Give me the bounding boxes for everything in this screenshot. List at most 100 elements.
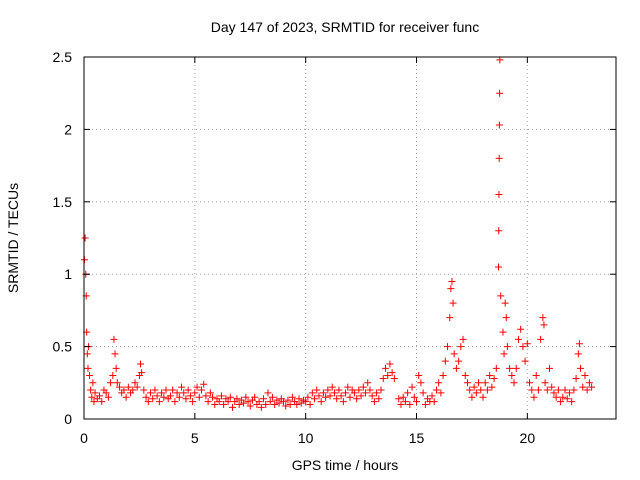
data-point — [155, 398, 163, 406]
data-point — [381, 364, 389, 372]
data-point — [138, 369, 146, 377]
data-point — [83, 350, 91, 358]
data-point — [191, 389, 199, 397]
data-point — [326, 392, 334, 400]
data-point — [432, 386, 440, 394]
y-tick-label: 1.5 — [53, 194, 73, 210]
data-point — [235, 401, 243, 409]
data-point — [572, 374, 580, 382]
data-point — [481, 379, 489, 387]
data-point — [89, 379, 97, 387]
data-point — [384, 372, 392, 380]
data-point — [96, 392, 104, 400]
data-point — [575, 340, 583, 348]
data-point — [506, 364, 514, 372]
data-point — [548, 383, 556, 391]
data-point — [286, 401, 294, 409]
data-point — [271, 401, 279, 409]
data-point — [585, 379, 593, 387]
data-point — [521, 357, 529, 365]
data-point — [344, 383, 352, 391]
data-point — [171, 398, 179, 406]
data-point — [495, 121, 503, 129]
data-point — [501, 299, 509, 307]
data-point — [233, 395, 241, 403]
data-point — [375, 395, 383, 403]
data-point — [495, 154, 503, 162]
data-point — [408, 383, 416, 391]
data-point — [448, 277, 456, 285]
data-point — [568, 398, 576, 406]
data-point — [324, 386, 332, 394]
data-points — [80, 56, 596, 411]
data-point — [151, 386, 159, 394]
data-point — [313, 386, 321, 394]
data-point — [528, 386, 536, 394]
data-point — [546, 364, 553, 372]
data-point — [563, 395, 571, 403]
data-point — [492, 364, 500, 372]
data-point — [355, 386, 363, 394]
data-point — [508, 372, 516, 380]
data-point — [357, 392, 365, 400]
y-tick-label: 0 — [64, 411, 72, 427]
data-point — [158, 389, 166, 397]
data-point — [193, 383, 201, 391]
data-point — [350, 389, 358, 397]
data-point — [308, 389, 316, 397]
data-point — [419, 389, 427, 397]
data-point — [552, 393, 560, 401]
data-point — [472, 389, 480, 397]
data-point — [570, 386, 578, 394]
data-point — [311, 395, 319, 403]
data-point — [131, 379, 139, 387]
data-point — [87, 386, 95, 394]
data-point — [333, 395, 341, 403]
data-point — [184, 386, 192, 394]
data-point — [532, 372, 540, 380]
data-point — [107, 379, 115, 387]
data-point — [182, 395, 190, 403]
data-point — [534, 386, 542, 394]
grid — [84, 57, 616, 419]
data-point — [459, 335, 467, 343]
data-point — [90, 398, 98, 406]
data-point — [446, 314, 454, 322]
data-point — [229, 403, 237, 411]
y-tick-label: 2 — [64, 121, 72, 137]
data-point — [282, 402, 290, 410]
data-point — [110, 335, 118, 343]
data-point — [202, 392, 210, 400]
data-point — [479, 393, 487, 401]
data-point — [455, 357, 463, 365]
data-point — [153, 392, 161, 400]
y-tick-label: 2.5 — [53, 49, 73, 65]
data-point — [497, 292, 505, 300]
data-point — [319, 389, 327, 397]
data-point — [169, 386, 177, 394]
plot-frame — [83, 56, 617, 420]
data-point — [537, 335, 545, 343]
data-point — [386, 360, 394, 368]
data-point — [84, 364, 92, 372]
x-tick-label: 10 — [298, 430, 314, 446]
data-point — [399, 393, 407, 401]
data-point — [565, 389, 573, 397]
data-point — [406, 401, 414, 409]
data-point — [262, 401, 270, 409]
data-point — [554, 386, 562, 394]
data-point — [304, 393, 312, 401]
data-point — [475, 379, 483, 387]
data-point — [335, 386, 343, 394]
data-point — [577, 364, 585, 372]
data-point — [268, 393, 276, 401]
data-point — [147, 389, 154, 397]
data-point — [373, 389, 381, 397]
data-point — [417, 379, 425, 387]
data-point — [197, 386, 205, 394]
data-point — [137, 360, 145, 368]
data-point — [189, 398, 197, 406]
data-point — [490, 374, 498, 382]
data-point — [200, 380, 208, 388]
data-point — [295, 395, 303, 403]
